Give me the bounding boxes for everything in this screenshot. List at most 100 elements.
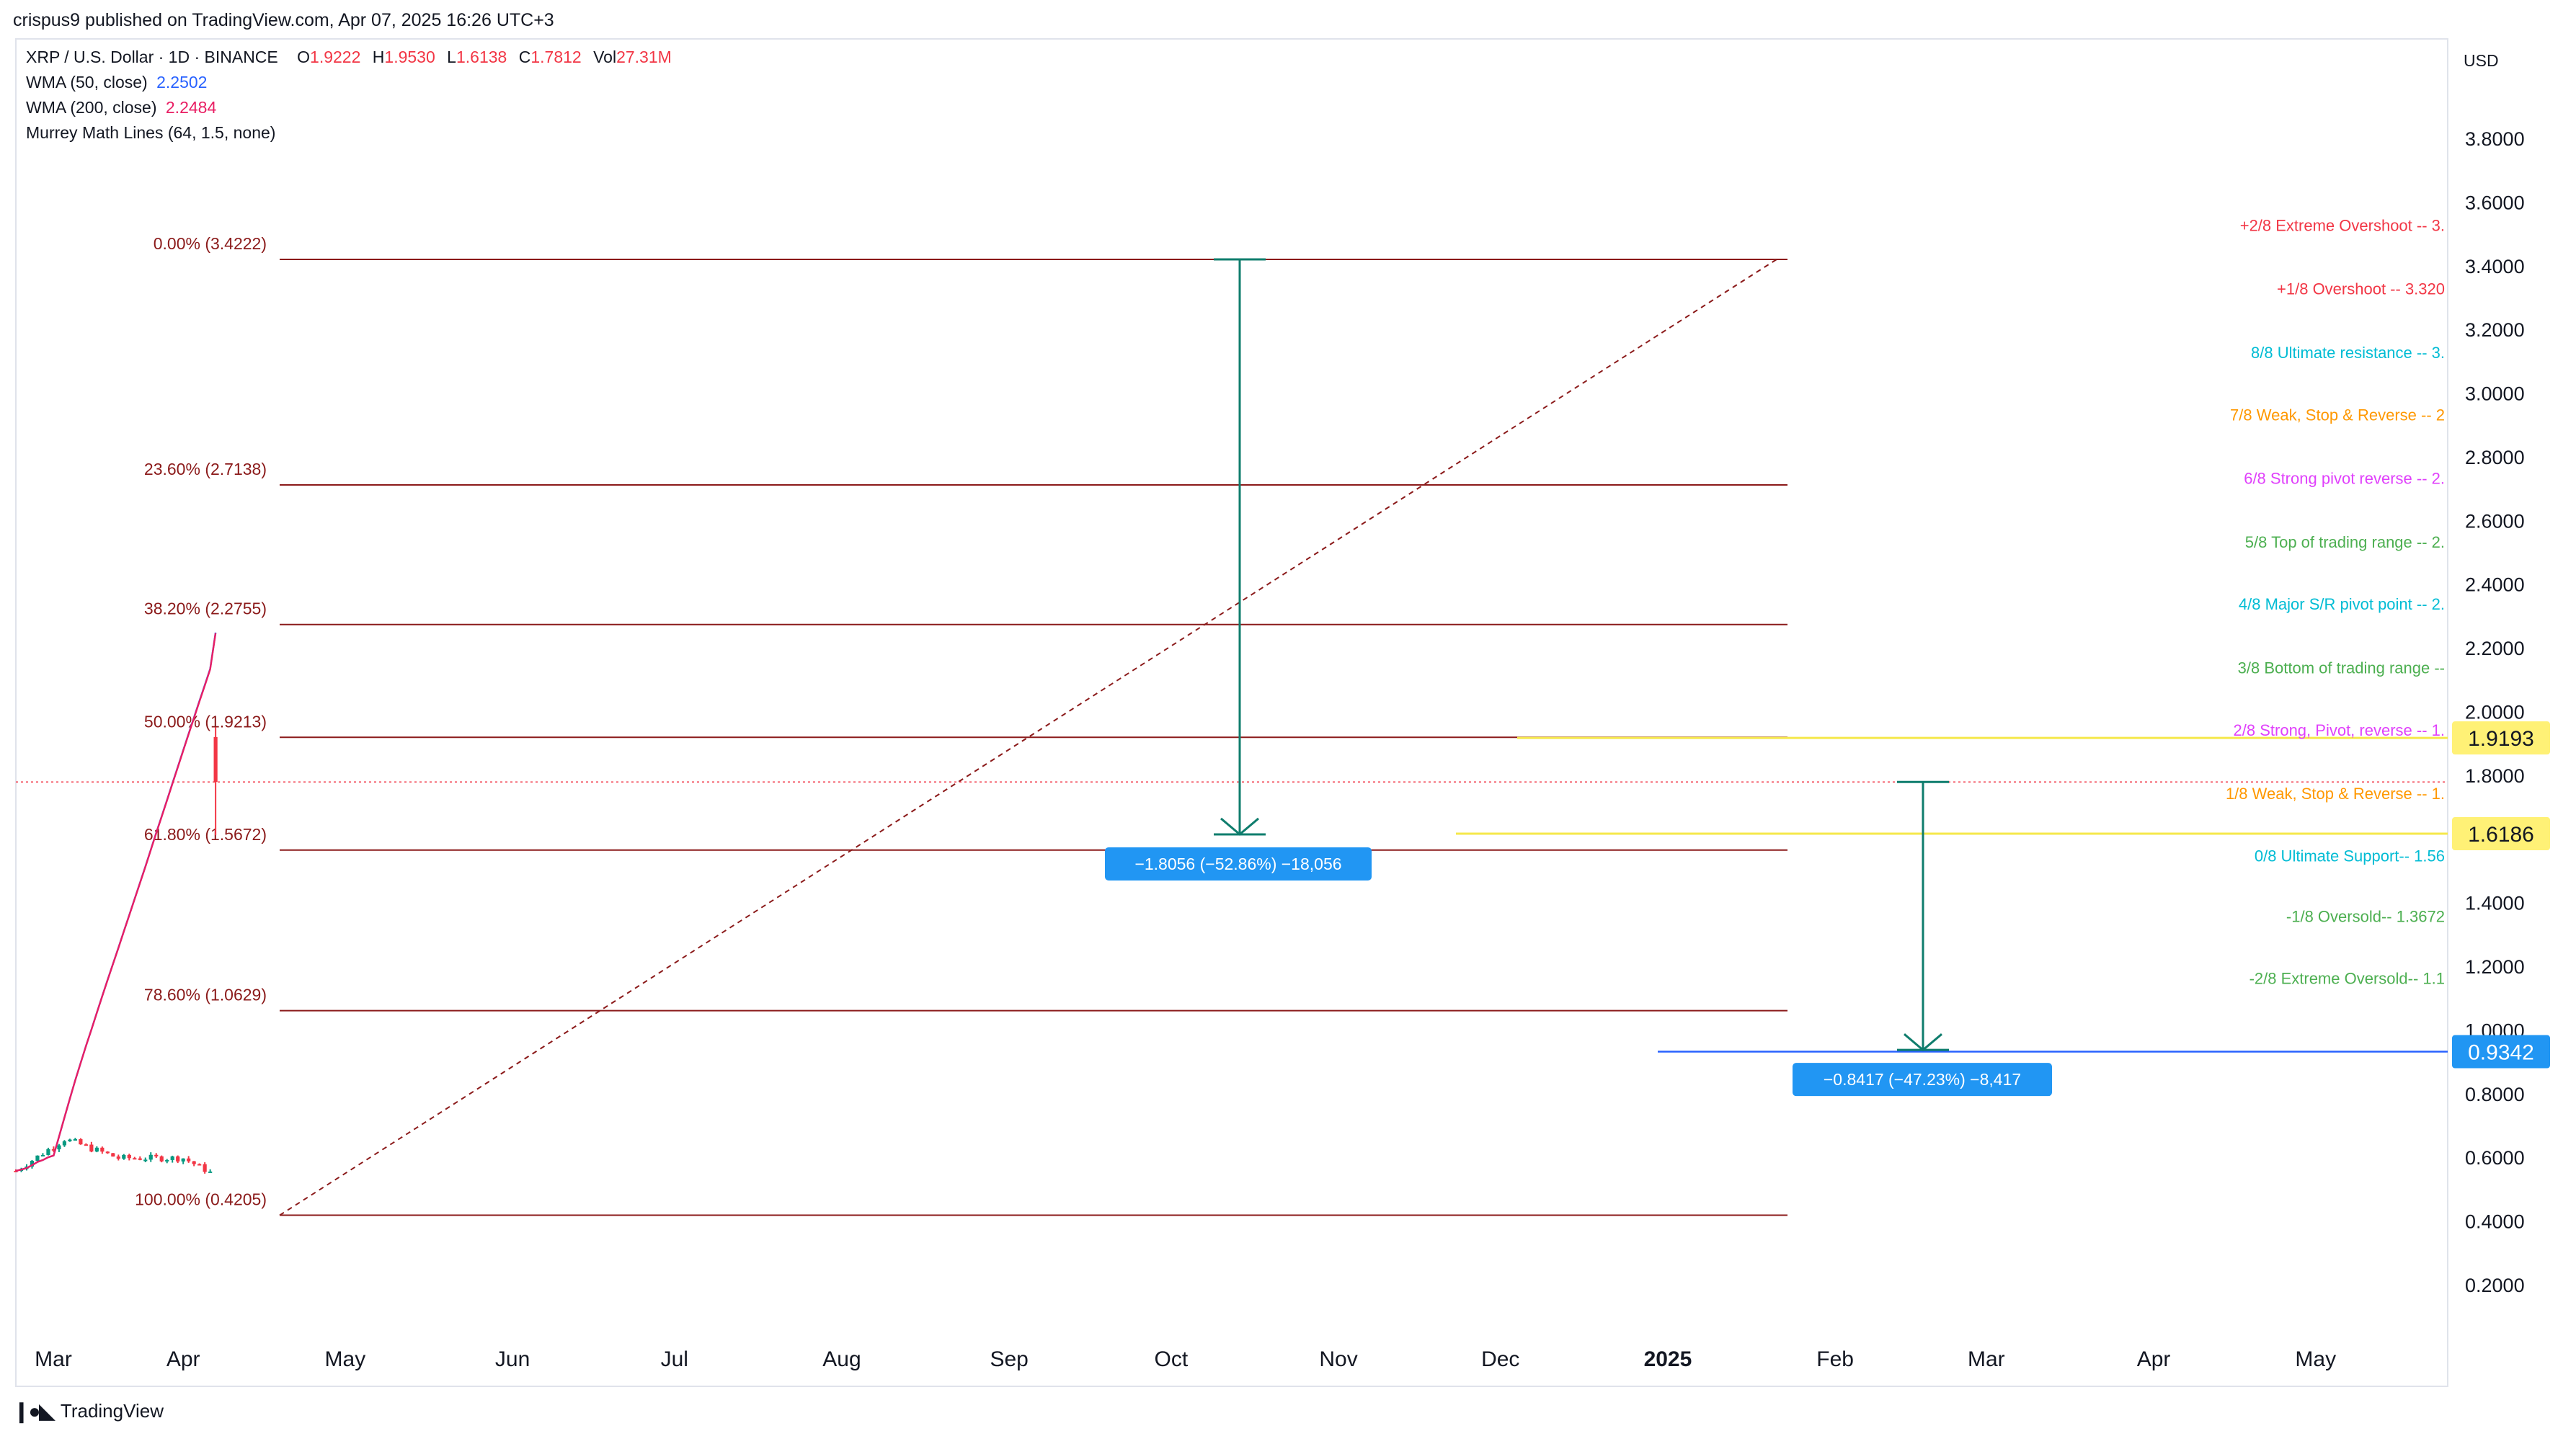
high-label: H: [372, 48, 385, 66]
murrey-level-label: 5/8 Top of trading range -- 2.: [2245, 533, 2445, 551]
price-tags: 1.9193 1.6186 0.9342: [2452, 721, 2550, 1069]
currency-label[interactable]: USD: [2464, 50, 2499, 70]
price-tick-label: 2.2000: [2465, 638, 2525, 659]
tradingview-logo[interactable]: ❙●◣ TradingView: [13, 1399, 164, 1423]
candle-body: [133, 1158, 137, 1160]
measure-label-box[interactable]: [1793, 1063, 2052, 1097]
candle-body: [14, 1170, 18, 1172]
wma50-legend[interactable]: WMA (50, close) 2.2502: [26, 73, 207, 92]
candle-body: [187, 1158, 191, 1162]
price-tick-label: 0.4000: [2465, 1211, 2525, 1233]
fibonacci-retracement[interactable]: 0.00% (3.4222) 23.60% (2.7138) 38.20% (2.2…: [135, 234, 1787, 1216]
horizontal-lines[interactable]: [16, 736, 2448, 1053]
open-label: O: [297, 48, 311, 66]
time-tick-label: May: [325, 1347, 366, 1371]
murrey-level-label: -2/8 Extreme Oversold-- 1.1: [2249, 970, 2445, 988]
high-value: 1.9530: [384, 48, 435, 66]
candle-body: [181, 1158, 185, 1162]
price-tag-text: 0.9342: [2468, 1041, 2534, 1065]
price-tag-box: [2452, 721, 2550, 755]
murrey-label: Murrey Math Lines (64, 1.5, none): [26, 123, 276, 142]
murrey-level-label: 2/8 Strong, Pivot, reverse -- 1.: [2234, 721, 2445, 739]
time-tick-label: Mar: [35, 1347, 72, 1371]
volume-value: 27.31M: [616, 48, 672, 66]
candle-body: [68, 1139, 72, 1141]
measure-label-text: −1.8056 (−52.86%) −18,056: [1134, 855, 1341, 873]
wma50-value: 2.2502: [156, 73, 208, 92]
candle-body: [213, 736, 218, 783]
candle-body: [159, 1156, 164, 1162]
symbol-legend[interactable]: XRP / U.S. Dollar · 1D · BINANCE O1.9222…: [26, 48, 672, 67]
time-tick-label: Mar: [1968, 1347, 2005, 1371]
time-tick-label: Apr: [2137, 1347, 2171, 1371]
price-tick-label: 0.8000: [2465, 1084, 2525, 1105]
wma200-value: 2.2484: [165, 98, 217, 117]
price-tick-label: 3.0000: [2465, 383, 2525, 405]
candle-body: [192, 1161, 196, 1164]
candle-body: [51, 1149, 56, 1151]
murrey-level-label: 1/8 Weak, Stop & Reverse -- 1.: [2226, 785, 2445, 803]
murrey-level-label: +1/8 Overshoot -- 3.320: [2277, 280, 2445, 298]
close-label: C: [518, 48, 531, 66]
price-tick-label: 2.4000: [2465, 574, 2525, 596]
price-tick-label: 3.8000: [2465, 128, 2525, 150]
candle-body: [122, 1154, 126, 1159]
candle-body: [111, 1153, 115, 1157]
candle-body: [176, 1156, 180, 1162]
close-value: 1.7812: [530, 48, 582, 66]
measure-label-text: −0.8417 (−47.23%) −8,417: [1824, 1070, 2021, 1089]
time-tick-label: Oct: [1155, 1347, 1189, 1371]
price-axis[interactable]: 3.8000 3.6000 3.4000 3.2000 3.0000 2.8000 2.60…: [2465, 128, 2525, 1296]
time-tick-label: Jul: [661, 1347, 688, 1371]
candle-body: [203, 1164, 207, 1172]
candle-body: [165, 1159, 169, 1162]
open-value: 1.9222: [310, 48, 361, 66]
price-tag-box: [2452, 1035, 2550, 1069]
candle-body: [105, 1151, 110, 1154]
price-tick-label: 2.8000: [2465, 447, 2525, 468]
murrey-level-label: 4/8 Major S/R pivot point -- 2.: [2239, 595, 2445, 613]
low-value: 1.6138: [456, 48, 507, 66]
candle-body: [89, 1144, 94, 1152]
candle-body: [116, 1156, 120, 1159]
murrey-legend[interactable]: Murrey Math Lines (64, 1.5, none): [26, 123, 275, 143]
price-tick-label: 3.4000: [2465, 256, 2525, 277]
murrey-math-labels: +2/8 Extreme Overshoot -- 3. +1/8 Oversho…: [2226, 216, 2445, 987]
candle-body: [79, 1139, 83, 1145]
tradingview-logo-icon: ❙●◣: [13, 1400, 55, 1422]
fib-level-label: 50.00% (1.9213): [144, 712, 267, 731]
candle-body: [73, 1139, 77, 1141]
candle-body: [35, 1155, 40, 1162]
measurement-tools[interactable]: −1.8056 (−52.86%) −18,056 −0.8417 (−47.23…: [1105, 258, 2052, 1097]
fib-level-label: 100.00% (0.4205): [135, 1190, 267, 1209]
price-tick-label: 1.2000: [2465, 956, 2525, 978]
wma200-legend[interactable]: WMA (200, close) 2.2484: [26, 98, 216, 117]
price-tick-label: 0.6000: [2465, 1147, 2525, 1169]
candle-body: [30, 1161, 35, 1167]
murrey-level-label: 6/8 Strong pivot reverse -- 2.: [2244, 470, 2445, 488]
fib-level-label: 0.00% (3.4222): [154, 234, 267, 253]
time-tick-label: Nov: [1319, 1347, 1357, 1371]
price-tick-label: 3.2000: [2465, 319, 2525, 341]
measure-label-box[interactable]: [1105, 847, 1372, 881]
price-tick-label: 2.6000: [2465, 510, 2525, 532]
murrey-level-label: +2/8 Extreme Overshoot -- 3.: [2240, 216, 2445, 234]
time-tick-label: Jun: [495, 1347, 530, 1371]
candle-body: [84, 1144, 88, 1146]
candle-body: [57, 1145, 61, 1150]
candle-body: [46, 1149, 50, 1155]
price-tag-text: 1.6186: [2468, 823, 2534, 847]
wma200-line: [15, 633, 217, 1172]
candle-body: [127, 1154, 131, 1159]
price-tick-label: 0.2000: [2465, 1275, 2525, 1296]
price-tick-label: 1.8000: [2465, 765, 2525, 787]
time-axis[interactable]: Mar Apr May Jun Jul Aug Sep Oct Nov Dec 2025 Feb Mar…: [35, 1347, 2336, 1371]
low-label: L: [447, 48, 456, 66]
fib-level-label: 38.20% (2.2755): [144, 599, 267, 618]
fib-level-label: 61.80% (1.5672): [144, 825, 267, 844]
candle-body: [62, 1141, 67, 1146]
time-tick-label: Dec: [1481, 1347, 1519, 1371]
moving-averages: [15, 632, 217, 1172]
